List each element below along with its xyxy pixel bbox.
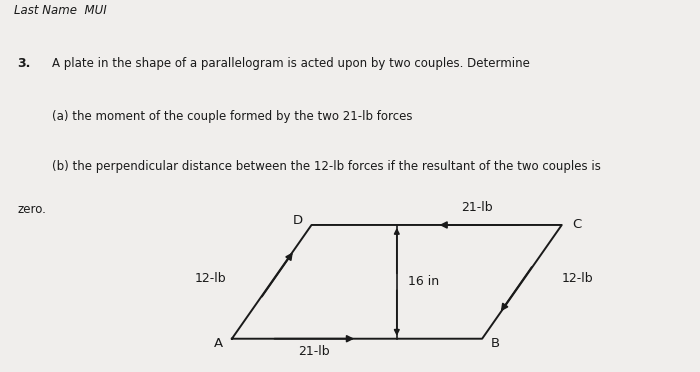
Text: 12-lb: 12-lb bbox=[195, 272, 226, 285]
Text: 16 in: 16 in bbox=[408, 275, 440, 288]
Text: A: A bbox=[214, 337, 223, 350]
Text: zero.: zero. bbox=[18, 202, 46, 215]
Text: 12-lb: 12-lb bbox=[561, 272, 594, 285]
Text: D: D bbox=[293, 214, 303, 227]
Text: 3.: 3. bbox=[18, 57, 31, 70]
Text: Last Name  MUI: Last Name MUI bbox=[14, 4, 106, 17]
Text: B: B bbox=[491, 337, 500, 350]
Text: 21-lb: 21-lb bbox=[298, 344, 330, 357]
Text: 21-lb: 21-lb bbox=[461, 201, 492, 214]
Text: (a) the moment of the couple formed by the two 21-lb forces: (a) the moment of the couple formed by t… bbox=[52, 110, 413, 124]
Text: (b) the perpendicular distance between the 12-lb forces if the resultant of the : (b) the perpendicular distance between t… bbox=[52, 160, 601, 173]
Text: C: C bbox=[572, 218, 581, 231]
Text: A plate in the shape of a parallelogram is acted upon by two couples. Determine: A plate in the shape of a parallelogram … bbox=[52, 57, 531, 70]
